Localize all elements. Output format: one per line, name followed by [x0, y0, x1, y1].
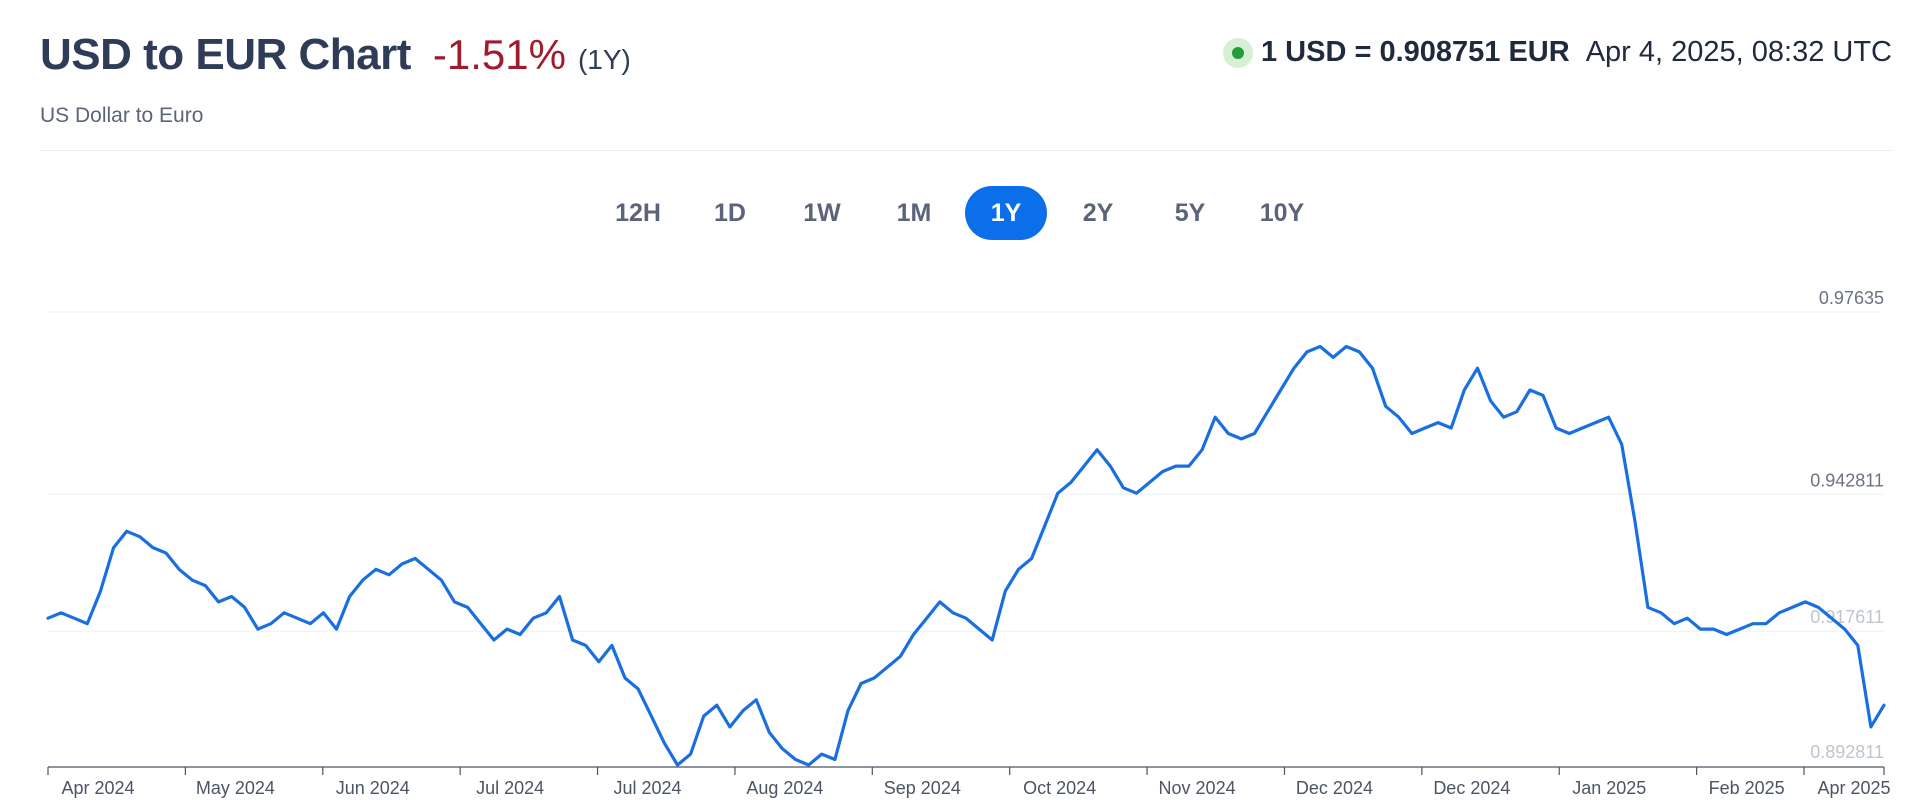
x-tick-label: Aug 2024 — [746, 778, 823, 798]
change-percent: -1.51% — [432, 31, 566, 78]
tab-1m[interactable]: 1M — [873, 186, 955, 240]
x-tick-label: Dec 2024 — [1433, 778, 1510, 798]
x-tick-label: Apr 2025 — [1817, 778, 1890, 798]
y-tick-label: 0.942811 — [1810, 470, 1884, 490]
chart-header: USD to EUR Chart -1.51% (1Y) US Dollar t… — [40, 30, 1892, 150]
time-range-tabs: 12H 1D 1W 1M 1Y 2Y 5Y 10Y — [0, 186, 1920, 240]
x-tick-label: Jun 2024 — [336, 778, 410, 798]
page-subtitle: US Dollar to Euro — [40, 104, 204, 127]
tab-1d[interactable]: 1D — [689, 186, 771, 240]
x-tick-label: Nov 2024 — [1159, 778, 1236, 798]
x-tick-label: Feb 2025 — [1709, 778, 1785, 798]
tab-12h[interactable]: 12H — [597, 186, 679, 240]
series-line — [46, 344, 1886, 767]
chart-svg: 0.97635 0.942811 0.917611 0.892811 Apr 2024 M… — [46, 288, 1891, 798]
x-tick-label: Jul 2024 — [476, 778, 544, 798]
x-tick-label: May 2024 — [196, 778, 275, 798]
tab-1y[interactable]: 1Y — [965, 186, 1047, 240]
rate-value: 1 USD = 0.908751 EUR — [1260, 36, 1570, 68]
x-tick-label: Jan 2025 — [1572, 778, 1646, 798]
tab-5y[interactable]: 5Y — [1149, 186, 1231, 240]
tab-2y[interactable]: 2Y — [1057, 186, 1139, 240]
y-tick-label: 0.917611 — [1810, 607, 1884, 627]
tab-1w[interactable]: 1W — [781, 186, 863, 240]
header-divider — [40, 150, 1892, 151]
x-tick-label: Dec 2024 — [1296, 778, 1373, 798]
usd-eur-line-chart: 0.97635 0.942811 0.917611 0.892811 Apr 2024 M… — [0, 270, 1920, 811]
x-tick-label: Oct 2024 — [1023, 778, 1096, 798]
y-tick-label: 0.97635 — [1819, 288, 1884, 308]
live-status-icon — [1222, 37, 1253, 68]
y-tick-label: 0.892811 — [1810, 742, 1884, 762]
tab-10y[interactable]: 10Y — [1241, 186, 1323, 240]
x-tick-label: Sep 2024 — [884, 778, 961, 798]
x-tick-label: Jul 2024 — [614, 778, 682, 798]
page-title: USD to EUR Chart — [40, 30, 411, 79]
period-label: (1Y) — [577, 44, 631, 75]
live-rate: 1 USD = 0.908751 EUR Apr 4, 2025, 08:32 … — [1222, 36, 1892, 69]
rate-timestamp: Apr 4, 2025, 08:32 UTC — [1585, 36, 1892, 68]
title-row: USD to EUR Chart -1.51% (1Y) — [40, 30, 631, 80]
x-tick-label: Apr 2024 — [61, 778, 134, 798]
